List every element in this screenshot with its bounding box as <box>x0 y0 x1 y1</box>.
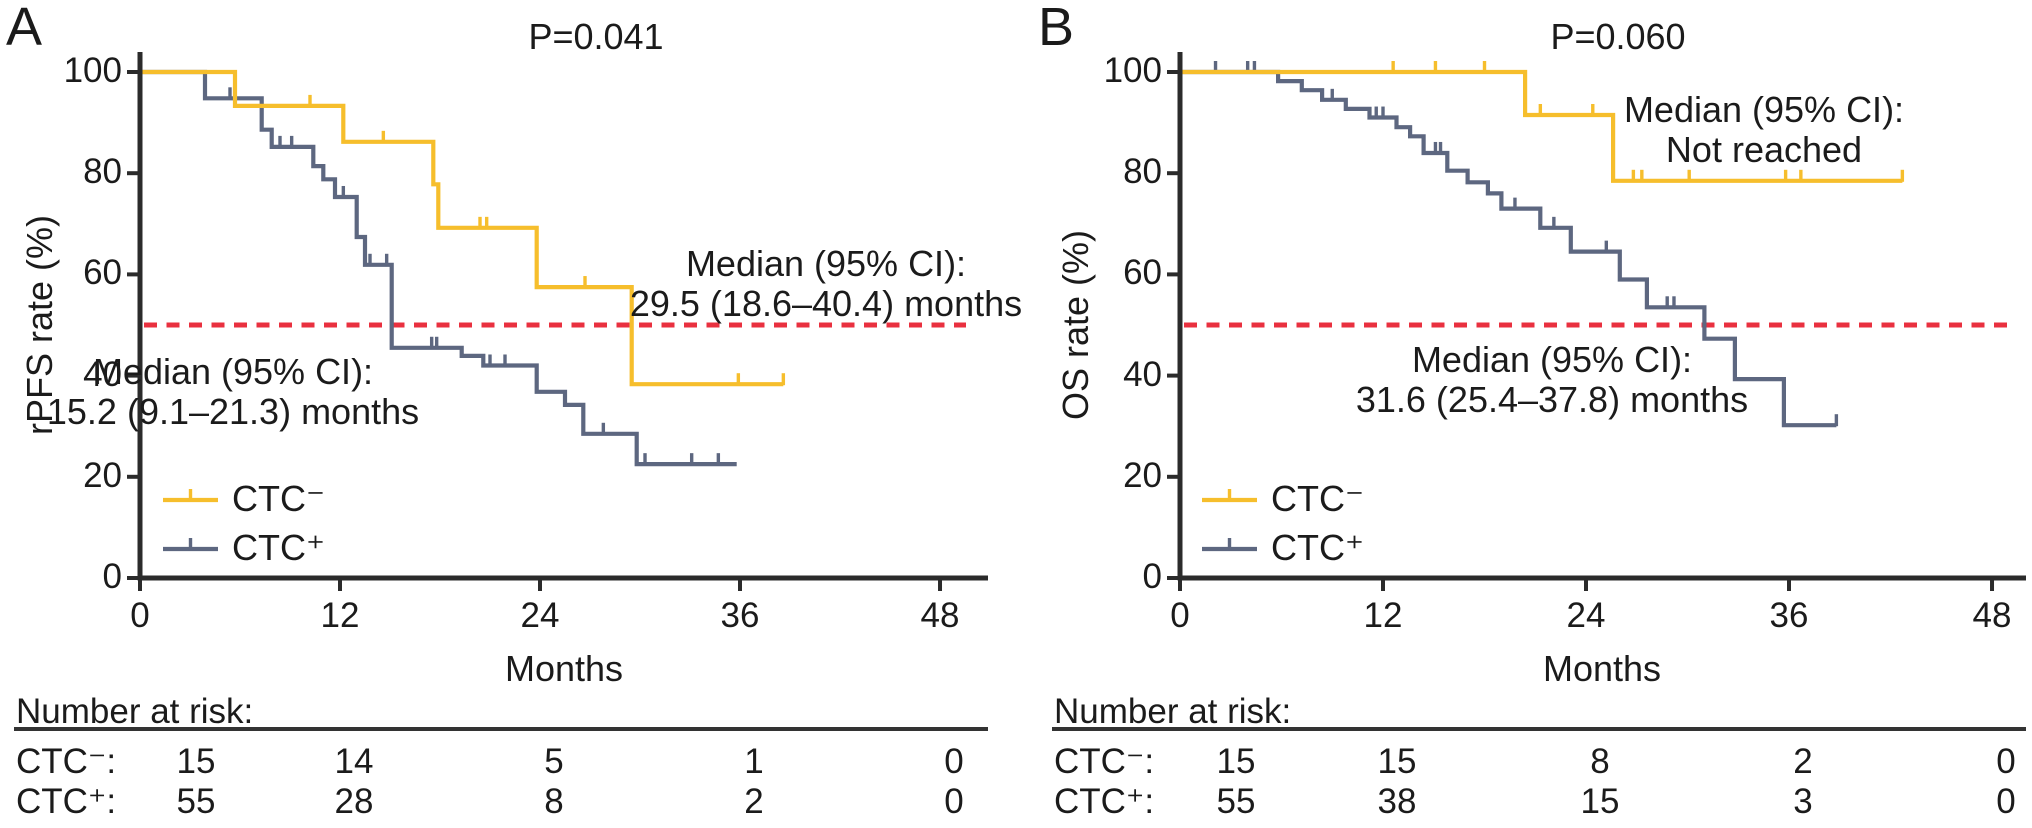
legend-label-ctc-pos: CTC⁺ <box>232 527 325 568</box>
legend-label-ctc-neg: CTC⁻ <box>1271 478 1364 519</box>
km-curve-ctc-pos <box>140 69 737 467</box>
median-annotation-line1: Median (95% CI): <box>1623 89 1905 130</box>
risk-value: 3 <box>1793 782 1813 821</box>
y-tick-label: 60 <box>83 253 122 293</box>
x-tick-label: 48 <box>920 596 960 635</box>
y-tick-label: 40 <box>1123 354 1162 394</box>
median-annotation-ctc-pos: Median (95% CI): 31.6 (25.4–37.8) months <box>1356 340 1748 420</box>
y-tick-label: 20 <box>83 455 122 495</box>
median-annotation-line2: 29.5 (18.6–40.4) months <box>629 283 1023 324</box>
median-annotation-line1: Median (95% CI): <box>685 243 967 284</box>
p-value: P=0.060 <box>1550 16 1686 57</box>
risk-value: 15 <box>176 742 216 781</box>
median-annotation-line2: Not reached <box>1665 129 1863 170</box>
median-annotation-line2: 15.2 (9.1–21.3) months <box>46 391 420 432</box>
legend-label-ctc-pos: CTC⁺ <box>1271 527 1364 568</box>
y-tick-label: 100 <box>63 51 122 90</box>
y-tick-label: 80 <box>83 152 122 192</box>
median-annotation-ctc-neg: Median (95% CI): 29.5 (18.6–40.4) months <box>630 244 1022 324</box>
risk-value: 55 <box>176 782 216 821</box>
risk-value: 2 <box>744 782 764 821</box>
x-tick-label: 24 <box>520 596 560 635</box>
y-tick-label: 0 <box>1142 557 1162 596</box>
x-tick-label: 48 <box>1972 596 2012 635</box>
median-annotation-line1: Median (95% CI): <box>1411 339 1693 380</box>
risk-value: 0 <box>1996 742 2016 781</box>
x-axis-label: Months <box>504 648 624 689</box>
risk-row-label-ctc-neg: CTC⁻: <box>16 742 117 781</box>
risk-value: 2 <box>1793 742 1813 781</box>
risk-value: 8 <box>1590 742 1610 781</box>
x-tick-label: 0 <box>130 596 150 635</box>
y-tick-label: 60 <box>1123 253 1162 293</box>
x-tick-label: 12 <box>1363 596 1403 635</box>
panel-a-letter: A <box>6 0 44 57</box>
risk-value: 0 <box>1996 782 2016 821</box>
median-annotation-line2: 31.6 (25.4–37.8) months <box>1355 379 1749 420</box>
risk-row-label-ctc-neg: CTC⁻: <box>1054 742 1155 781</box>
x-tick-label: 36 <box>1769 596 1809 635</box>
x-tick-label: 24 <box>1566 596 1606 635</box>
median-annotation-ctc-pos: Median (95% CI): 15.2 (9.1–21.3) months <box>47 352 419 432</box>
risk-value: 28 <box>334 782 374 821</box>
y-tick-label: 80 <box>1123 152 1162 192</box>
risk-row-label-ctc-pos: CTC⁺: <box>16 782 117 821</box>
panel-b-letter: B <box>1038 0 1076 57</box>
y-tick-label: 0 <box>102 557 122 596</box>
p-value: P=0.041 <box>528 16 664 57</box>
risk-table-title: Number at risk: <box>16 692 254 731</box>
risk-value: 0 <box>944 782 964 821</box>
km-curve-ctc-neg <box>1180 69 1903 183</box>
risk-value: 15 <box>1580 782 1620 821</box>
y-tick-label: 100 <box>1103 51 1162 90</box>
risk-value: 8 <box>544 782 564 821</box>
risk-value: 0 <box>944 742 964 781</box>
risk-value: 1 <box>744 742 764 781</box>
risk-row-label-ctc-pos: CTC⁺: <box>1054 782 1155 821</box>
risk-value: 15 <box>1216 742 1256 781</box>
median-annotation-ctc-neg: Median (95% CI): Not reached <box>1624 90 1904 170</box>
risk-value: 14 <box>334 742 374 781</box>
risk-value: 5 <box>544 742 564 781</box>
risk-value: 38 <box>1377 782 1417 821</box>
x-tick-label: 0 <box>1170 596 1190 635</box>
x-tick-label: 12 <box>320 596 360 635</box>
median-annotation-line1: Median (95% CI): <box>92 351 374 392</box>
risk-table-title: Number at risk: <box>1054 692 1292 731</box>
risk-value: 55 <box>1216 782 1256 821</box>
km-curve-ctc-neg <box>140 69 784 387</box>
y-tick-label: 40 <box>83 354 122 394</box>
legend-label-ctc-neg: CTC⁻ <box>232 478 325 519</box>
risk-value: 15 <box>1377 742 1417 781</box>
x-tick-label: 36 <box>720 596 760 635</box>
x-axis-label: Months <box>1542 648 1662 689</box>
y-tick-label: 20 <box>1123 455 1162 495</box>
